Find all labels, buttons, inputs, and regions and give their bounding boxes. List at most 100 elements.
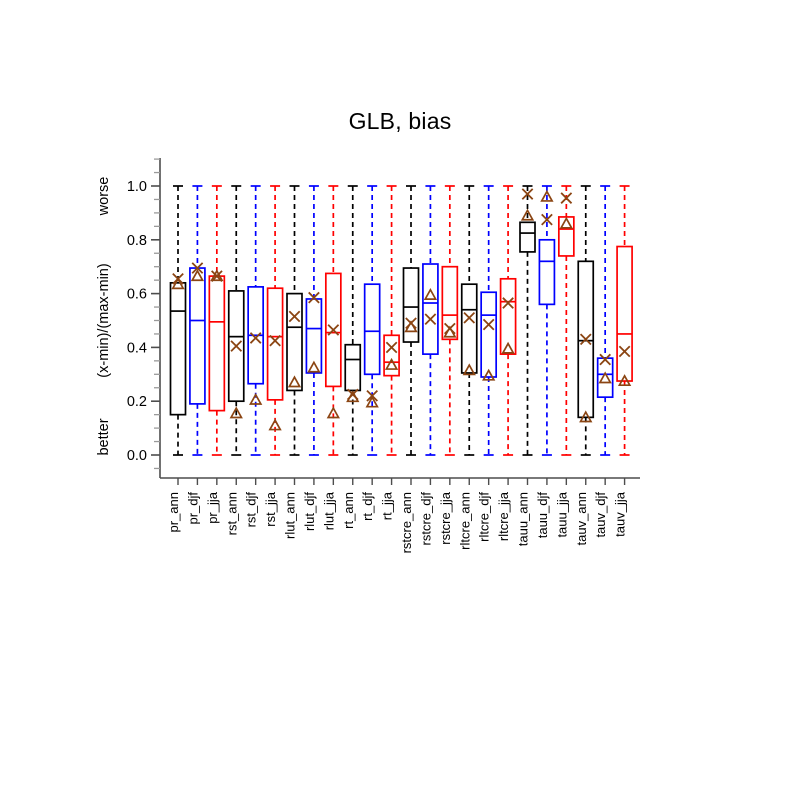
- box-rect[interactable]: [208, 275, 226, 412]
- x-tick-label: rlut_jja: [321, 491, 336, 530]
- x-marker: [269, 334, 281, 347]
- box-rect[interactable]: [363, 283, 381, 376]
- box-group[interactable]: [441, 185, 459, 456]
- box-rect[interactable]: [499, 277, 517, 355]
- triangle-marker: [559, 216, 573, 229]
- triangle-marker: [384, 357, 399, 370]
- x-tick-label: tauv_ann: [574, 492, 589, 546]
- box-group[interactable]: [616, 185, 633, 456]
- box-group[interactable]: [227, 185, 245, 456]
- triangle-marker: [326, 406, 340, 419]
- triangle-marker: [171, 277, 185, 290]
- x-marker: [230, 340, 243, 352]
- box-rect[interactable]: [596, 357, 614, 399]
- triangle-marker: [501, 341, 515, 354]
- box-rect[interactable]: [305, 298, 323, 374]
- y-tick-label: 0.0: [127, 448, 147, 464]
- x-marker: [521, 188, 534, 200]
- triangle-marker: [190, 269, 205, 282]
- box-rect[interactable]: [441, 265, 459, 341]
- x-marker: [308, 291, 320, 304]
- box-group[interactable]: [402, 185, 420, 456]
- x-tick-label: tauu_djf: [535, 492, 550, 539]
- x-marker: [191, 262, 204, 274]
- x-tick-label: rstcre_ann: [399, 492, 414, 553]
- x-tick-label: rt_djf: [360, 492, 375, 521]
- better-label: better: [96, 418, 112, 455]
- triangle-marker: [617, 374, 632, 387]
- triangle-marker: [346, 390, 360, 403]
- axis-labels-layer: 0.0 0.2 0.4 0.6 0.8 1.0 pr_ann pr_djf pr_jja rst_…: [96, 177, 628, 554]
- box-rect[interactable]: [189, 267, 206, 405]
- worse-label: worse: [96, 177, 112, 217]
- box-group[interactable]: [363, 185, 381, 456]
- box-rect[interactable]: [383, 334, 400, 377]
- box-rect[interactable]: [557, 216, 575, 257]
- box-rect[interactable]: [616, 245, 633, 382]
- box-rect[interactable]: [169, 281, 187, 416]
- triangle-marker: [443, 325, 457, 338]
- triangle-marker: [229, 406, 243, 419]
- box-group[interactable]: [266, 185, 284, 456]
- x-tick-label: tauu_ann: [516, 492, 531, 546]
- box-rect[interactable]: [266, 287, 284, 401]
- box-group[interactable]: [577, 185, 595, 456]
- x-marker: [424, 313, 437, 325]
- x-marker: [288, 310, 301, 323]
- box-group[interactable]: [519, 185, 536, 456]
- box-group[interactable]: [480, 185, 498, 456]
- box-group[interactable]: [344, 185, 362, 456]
- x-tick-label: rst_djf: [244, 492, 259, 528]
- y-tick-label: 1.0: [127, 179, 147, 195]
- box-rect[interactable]: [577, 260, 595, 419]
- y-tick-label: 0.2: [127, 394, 147, 410]
- box-group[interactable]: [460, 185, 478, 456]
- box-group[interactable]: [538, 185, 556, 456]
- box-group[interactable]: [596, 185, 614, 456]
- box-group[interactable]: [499, 185, 517, 456]
- box-rect[interactable]: [286, 292, 303, 392]
- x-marker: [249, 332, 262, 344]
- triangle-marker: [540, 189, 554, 202]
- x-tick-label: pr_jja: [205, 491, 220, 524]
- box-group[interactable]: [305, 185, 323, 456]
- x-tick-label: rltcre_ann: [457, 492, 472, 550]
- box-group[interactable]: [383, 185, 400, 456]
- x-tick-label: tauu_jja: [554, 491, 569, 537]
- triangle-marker: [462, 363, 476, 376]
- box-rect[interactable]: [324, 272, 342, 388]
- x-tick-label: pr_djf: [185, 492, 200, 525]
- x-marker: [541, 213, 553, 226]
- box-rect[interactable]: [519, 221, 536, 253]
- box-group[interactable]: [208, 185, 226, 456]
- box-group[interactable]: [422, 185, 439, 456]
- box-rect[interactable]: [422, 263, 439, 355]
- x-tick-label: rt_ann: [341, 492, 356, 529]
- box-rect[interactable]: [227, 290, 245, 403]
- y-tick-label: 0.6: [127, 287, 147, 303]
- triangle-marker: [365, 395, 379, 408]
- box-group[interactable]: [286, 185, 303, 456]
- box-group[interactable]: [189, 185, 206, 456]
- x-tick-label: rst_jja: [263, 491, 278, 526]
- box-rect[interactable]: [460, 283, 478, 374]
- triangle-marker: [268, 418, 282, 431]
- x-tick-label: tauv_djf: [593, 492, 608, 538]
- x-tick-label: rltcre_jja: [496, 491, 511, 541]
- y-tick-label: 0.8: [127, 233, 147, 249]
- x-tick-label: rlut_djf: [302, 492, 317, 531]
- x-tick-label: rltcre_djf: [477, 492, 492, 542]
- x-marker: [599, 353, 612, 366]
- box-rect[interactable]: [402, 267, 420, 343]
- box-group[interactable]: [169, 185, 187, 456]
- box-rect[interactable]: [538, 238, 556, 306]
- x-marker: [618, 345, 631, 358]
- box-group[interactable]: [557, 185, 575, 456]
- box-group[interactable]: [247, 185, 265, 456]
- box-group[interactable]: [324, 185, 342, 456]
- box-rect[interactable]: [480, 291, 498, 378]
- box-rect[interactable]: [344, 343, 362, 392]
- triangle-marker: [404, 320, 418, 333]
- triangle-marker: [520, 208, 535, 221]
